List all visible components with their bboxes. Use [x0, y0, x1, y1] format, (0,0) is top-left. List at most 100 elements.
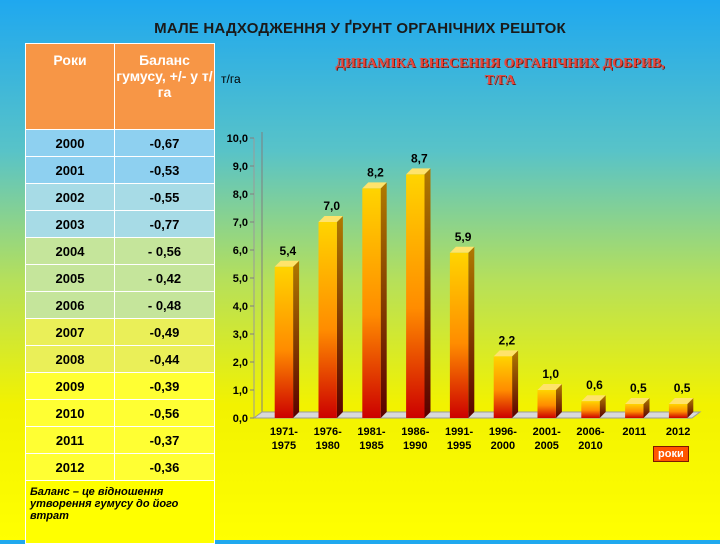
x-tick-label: 2001- [533, 426, 561, 438]
bar [537, 390, 556, 418]
table-cell-year: 2005 [25, 264, 115, 292]
bar [318, 222, 337, 418]
table-cell-year: 2009 [25, 372, 115, 400]
table-cell-balance: -0,56 [114, 399, 215, 427]
bar-side [424, 168, 431, 418]
bar-side [468, 246, 475, 418]
x-tick-label: 2006- [576, 426, 604, 438]
table-row: 2003 -0,77 [25, 210, 215, 238]
bars-layer [274, 168, 694, 418]
bar [581, 401, 600, 418]
x-tick-label: 2005 [534, 440, 558, 452]
bar-top [449, 246, 475, 253]
bar-side [512, 350, 519, 418]
bar-top [362, 182, 387, 189]
table-row: 2006- 0,48 [25, 291, 215, 319]
table-cell-year: 2000 [25, 129, 115, 157]
bar-top [318, 216, 343, 222]
x-tick-label: 2000 [491, 440, 515, 452]
x-tick-label: 1996- [489, 426, 517, 438]
table-cell-balance: -0,44 [114, 345, 215, 373]
labels-layer: 5,4 1971- 1975 7,0 1976- 1980 8,2 1981- 1985 8,7 1… [270, 151, 691, 452]
x-tick-label: 1991- [445, 426, 473, 438]
x-tick-label: 1981- [357, 426, 385, 438]
data-label: 5,4 [280, 244, 297, 258]
table-row: 2000 -0,67 [25, 129, 215, 157]
y-tick-label: 1,0 [233, 385, 248, 397]
table-cell-balance: - 0,48 [114, 291, 215, 319]
bar [668, 404, 688, 418]
table-header-balance: Баланс гумусу, +/- у т/га [114, 43, 215, 130]
y-tick-label: 8,0 [233, 189, 248, 201]
data-label: 1,0 [542, 367, 559, 381]
data-label: 8,2 [367, 165, 384, 179]
table-cell-year: 2004 [25, 237, 115, 265]
bar-top [274, 260, 300, 267]
table-cell-balance: -0,39 [114, 372, 215, 400]
bar [362, 188, 381, 418]
bar-top [406, 168, 431, 175]
bar-side [687, 398, 694, 418]
x-tick-label: 1985 [359, 440, 383, 452]
table-cell-balance: - 0,56 [114, 237, 215, 265]
humus-balance-table: Роки Баланс гумусу, +/- у т/га 2000 -0,67… [25, 43, 215, 544]
x-tick-label: 1971- [270, 426, 298, 438]
table-cell-balance: -0,55 [114, 183, 215, 211]
y-axis-label: т/га [221, 72, 241, 86]
bar [625, 404, 644, 418]
table-row: 2011 -0,37 [25, 426, 215, 454]
y-tick-label: 2,0 [233, 357, 248, 369]
bar [274, 266, 294, 418]
chart-title: ДИНАМІКА ВНЕСЕННЯ ОРГАНІЧНИХ ДОБРИВ, Т/Г… [335, 56, 665, 88]
table-cell-year: 2010 [25, 399, 115, 427]
table-row: 2009 -0,39 [25, 372, 215, 400]
bar [493, 356, 513, 418]
bar-side [555, 384, 562, 418]
table-row: 2012 -0,36 [25, 453, 215, 481]
x-tick-label: 1975 [272, 440, 296, 452]
table-cell-balance: -0,77 [114, 210, 215, 238]
y-tick-label: 10,0 [227, 133, 248, 145]
table-row: 2010 -0,56 [25, 399, 215, 427]
y-tick-label: 4,0 [233, 301, 248, 313]
data-label: 7,0 [323, 199, 340, 213]
x-tick-label: 1980 [315, 440, 339, 452]
table-row: 2007 -0,49 [25, 318, 215, 346]
table-row: 2005- 0,42 [25, 264, 215, 292]
x-tick-label: 2010 [578, 440, 602, 452]
bar-side [643, 398, 650, 418]
x-tick-label: 2012 [666, 426, 690, 438]
table-cell-year: 2012 [25, 453, 115, 481]
data-label: 0,6 [586, 378, 603, 392]
bar [406, 174, 425, 418]
bar-top [581, 395, 606, 402]
bar-top [537, 384, 562, 390]
table-row: 2002 -0,55 [25, 183, 215, 211]
table-cell-year: 2007 [25, 318, 115, 346]
bar-side [599, 395, 606, 418]
x-tick-label: 1995 [447, 440, 471, 452]
y-tick-label: 5,0 [233, 273, 248, 285]
table-row: 2004- 0,56 [25, 237, 215, 265]
table-cell-year: 2006 [25, 291, 115, 319]
bar-side [336, 216, 343, 418]
x-tick-label: 1986- [401, 426, 429, 438]
data-label: 0,5 [630, 381, 647, 395]
x-tick-label: 2011 [622, 426, 646, 438]
y-tick-label: 7,0 [233, 217, 248, 229]
data-label: 5,9 [455, 230, 472, 244]
y-tick-label: 6,0 [233, 245, 248, 257]
y-tick-label: 9,0 [233, 161, 248, 173]
legend-entry: роки [653, 446, 689, 462]
table-cell-balance: -0,49 [114, 318, 215, 346]
bar-top [625, 398, 650, 404]
bar-side [380, 182, 387, 418]
table-cell-balance: -0,53 [114, 156, 215, 184]
table-cell-year: 2002 [25, 183, 115, 211]
table-cell-balance: - 0,42 [114, 264, 215, 292]
data-label: 8,7 [411, 151, 428, 165]
x-tick-label: 1990 [403, 440, 427, 452]
bar [449, 252, 469, 418]
table-cell-balance: -0,67 [114, 129, 215, 157]
table-cell-balance: -0,36 [114, 453, 215, 481]
